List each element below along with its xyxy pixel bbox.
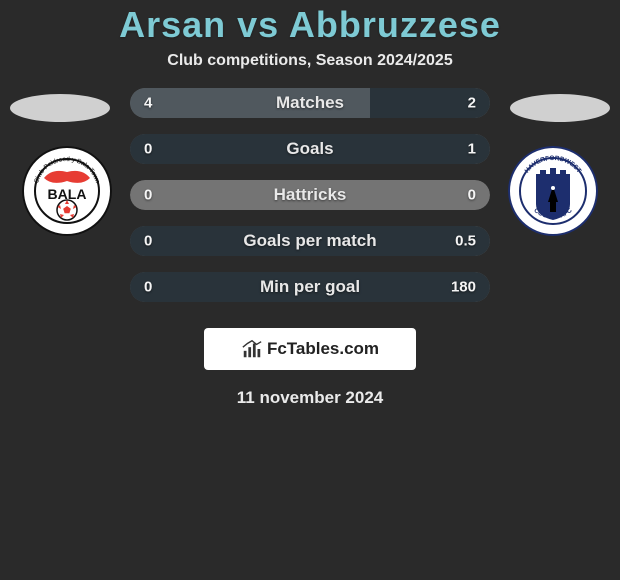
stat-right-value: 1 xyxy=(468,141,476,158)
stat-bar: 01Goals xyxy=(130,134,490,164)
stat-bar: 00Hattricks xyxy=(130,180,490,210)
stats-area: BALA Clwb Peldroed y Bala Town xyxy=(0,88,620,318)
haverfordwest-crest-icon: HAVERFORDWEST COUNTY AFC xyxy=(508,146,598,236)
player-right-ellipse xyxy=(510,94,610,122)
chart-icon xyxy=(241,338,263,360)
page-title: Arsan vs Abbruzzese xyxy=(0,4,620,46)
stat-left-value: 0 xyxy=(144,141,152,158)
bala-crest-icon: BALA Clwb Peldroed y Bala Town xyxy=(22,146,112,236)
watermark-text: FcTables.com xyxy=(267,339,379,359)
stat-right-value: 2 xyxy=(468,95,476,112)
bar-left-fill xyxy=(130,88,370,118)
comparison-infographic: Arsan vs Abbruzzese Club competitions, S… xyxy=(0,0,620,580)
stat-bar: 42Matches xyxy=(130,88,490,118)
stat-right-value: 180 xyxy=(451,279,476,296)
stat-left-value: 0 xyxy=(144,187,152,204)
bar-right-fill xyxy=(130,134,490,164)
stat-right-value: 0.5 xyxy=(455,233,476,250)
stat-left-value: 0 xyxy=(144,279,152,296)
footer-date: 11 november 2024 xyxy=(0,388,620,408)
team-right-crest: HAVERFORDWEST COUNTY AFC xyxy=(508,146,598,236)
stat-bar: 00.5Goals per match xyxy=(130,226,490,256)
bar-right-fill xyxy=(130,226,490,256)
page-subtitle: Club competitions, Season 2024/2025 xyxy=(0,52,620,70)
stat-right-value: 0 xyxy=(468,187,476,204)
player-left-ellipse xyxy=(10,94,110,122)
stat-left-value: 0 xyxy=(144,233,152,250)
bar-right-fill xyxy=(130,272,490,302)
stat-left-value: 4 xyxy=(144,95,152,112)
stat-bar: 0180Min per goal xyxy=(130,272,490,302)
stat-bars: 42Matches01Goals00Hattricks00.5Goals per… xyxy=(130,88,490,318)
bar-background xyxy=(130,180,490,210)
watermark: FcTables.com xyxy=(204,328,416,370)
team-left-crest: BALA Clwb Peldroed y Bala Town xyxy=(22,146,112,236)
